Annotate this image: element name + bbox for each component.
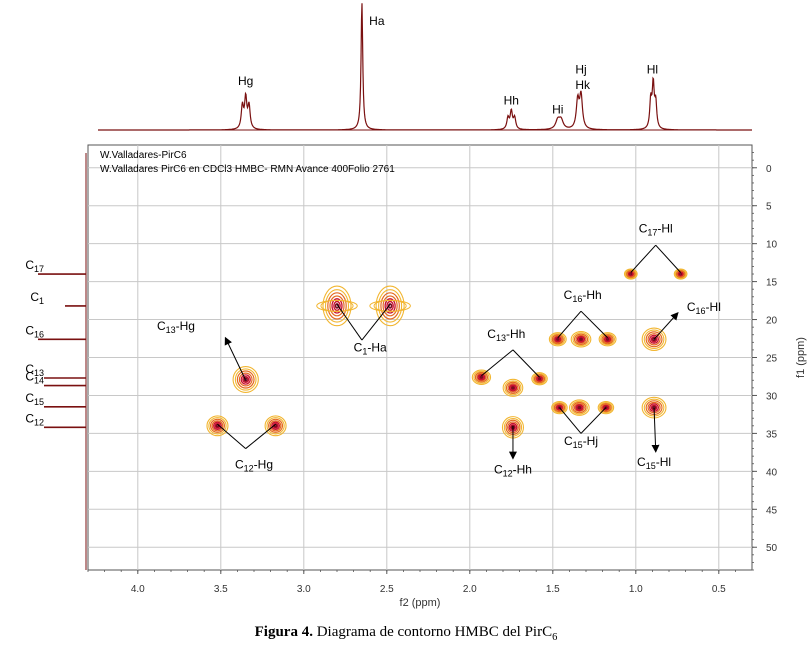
proton-label-hh: Hh (504, 93, 519, 107)
annotation-label: C16-Hl (687, 300, 721, 316)
annotation-c17-hl: C17-Hl (630, 221, 681, 273)
x-tick-label: 1.0 (629, 584, 643, 595)
spectrum-header-line: W.Valladares PirC6 en CDCl3 HMBC- RMN Av… (100, 164, 395, 175)
annotation-c15-hl: C15-Hl (637, 407, 671, 471)
proton-label-hi: Hi (552, 102, 563, 116)
figure-caption: Figura 4. Diagrama de contorno HMBC del … (0, 624, 812, 643)
cross-peaks (206, 268, 688, 439)
spectrum-header: W.Valladares-PirC6 W.Valladares PirC6 en … (100, 150, 395, 175)
x-tick-label: 4.0 (131, 584, 145, 595)
carbon-label-c1: C1 (30, 290, 44, 306)
cross-peak (597, 400, 615, 415)
annotation-label: C17-Hl (639, 221, 673, 237)
carbon-label-c15: C15 (25, 391, 44, 407)
cross-peak (369, 285, 411, 327)
x-tick-label: 3.0 (297, 584, 311, 595)
x-axis-label: f2 (ppm) (400, 597, 441, 609)
caption-label: Figura 4. (254, 624, 313, 640)
carbon-label-c12: C12 (25, 411, 44, 427)
y-tick-label: 10 (766, 240, 778, 251)
annotation-label: C12-Hg (235, 457, 273, 473)
annotation-label: C1-Ha (354, 340, 387, 356)
annotation-c15-hj: C15-Hj (559, 407, 607, 450)
y-tick-label: 50 (766, 543, 778, 554)
cross-peak (206, 415, 229, 437)
x-tick-label: 0.5 (712, 584, 726, 595)
y-tick-label: 45 (766, 505, 778, 516)
x-tick-label: 1.5 (546, 584, 560, 595)
x-tick-label: 3.5 (214, 584, 228, 595)
y-tick-label: 20 (766, 316, 778, 327)
annotation-label: C13-Hg (157, 319, 195, 335)
cross-peak (570, 331, 592, 348)
cross-peak (673, 268, 688, 280)
cross-peak (264, 415, 287, 437)
proton-label-hj: Hj (575, 63, 586, 77)
cross-peak (531, 372, 548, 386)
caption-text: Diagrama de contorno HMBC del PirC (316, 624, 553, 640)
annotation-c16-hl: C16-Hl (653, 300, 721, 340)
annotation-label: C12-Hh (494, 463, 532, 479)
y-tick-label: 40 (766, 467, 778, 478)
annotation-label: C16-Hh (564, 288, 602, 304)
annotation-label: C15-Hl (637, 455, 671, 471)
cross-peak (551, 400, 568, 415)
x-tick-label: 2.5 (380, 584, 394, 595)
plot-grid (88, 145, 752, 570)
carbon-label-c16: C16 (25, 323, 44, 339)
cross-peak (316, 285, 358, 327)
cross-peak (232, 366, 259, 393)
carbon-label-c17: C17 (25, 258, 44, 274)
proton-label-ha: Ha (369, 14, 385, 28)
y-tick-label: 25 (766, 354, 778, 365)
y-tick-label: 5 (766, 202, 772, 213)
annotation-c1-ha: C1-Ha (336, 304, 391, 356)
spectrum-header-line: W.Valladares-PirC6 (100, 150, 187, 161)
proton-label-hk: Hk (575, 78, 591, 92)
y-axis-label: f1 (ppm) (795, 337, 807, 378)
proton-spectrum-trace (98, 3, 752, 131)
annotation-label: C13-Hh (487, 327, 525, 343)
cross-peak (502, 378, 524, 397)
proton-label-hl: Hl (647, 63, 658, 77)
caption-subscript: 6 (552, 632, 558, 643)
cross-peak (548, 332, 567, 347)
cross-peak (598, 332, 617, 347)
proton-label-hg: Hg (238, 74, 253, 88)
y-tick-label: 30 (766, 391, 778, 402)
annotation-label: C15-Hj (564, 434, 598, 450)
cross-peak (641, 327, 667, 352)
y-tick-label: 0 (766, 164, 772, 175)
x-tick-label: 2.0 (463, 584, 477, 595)
axes: 4.0 3.5 3.0 2.5 2.0 1.5 1.0 0.5 0 5 10 15 20 25 30 35 40… (87, 152, 807, 609)
cross-peak (623, 268, 638, 280)
cross-peak (471, 369, 492, 385)
cross-peak (569, 399, 590, 416)
y-tick-label: 35 (766, 429, 778, 440)
annotations: C13-Hg C1-Ha C12-Hg C13-Hh C12-Hh C16-Hh C15-H… (157, 221, 721, 478)
y-tick-label: 15 (766, 278, 778, 289)
